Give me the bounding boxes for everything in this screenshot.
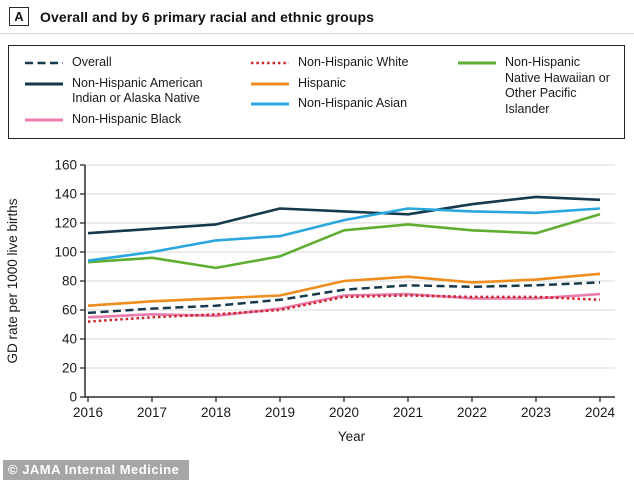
legend-label: Non-Hispanic Native Hawaiian or Other Pa… bbox=[505, 55, 610, 116]
legend-label: Non-Hispanic American Indian or Alaska N… bbox=[72, 75, 203, 106]
legend-swatch-nh-native-hawaiian-pacific-islander bbox=[458, 61, 496, 65]
legend-item-nh-asian: Non-Hispanic Asian bbox=[249, 96, 449, 112]
legend-swatch-nh-asian bbox=[251, 102, 289, 106]
x-tick-label: 2019 bbox=[265, 405, 295, 420]
series-line-non-hispanic-asian bbox=[87, 207, 601, 262]
chart-area: 0 20 40 60 80 100 120 140 160 2016 2017 2018 2019 202… bbox=[0, 145, 634, 462]
legend-item-nh-american-indian-alaska-native: Non-Hispanic American Indian or Alaska N… bbox=[23, 76, 238, 107]
series-line-non-hispanic-white bbox=[87, 294, 601, 323]
legend-label: Non-Hispanic Asian bbox=[298, 96, 408, 110]
legend-label: Non-Hispanic White bbox=[298, 55, 409, 69]
x-tick-label: 2017 bbox=[137, 405, 167, 420]
legend-item-hispanic: Hispanic bbox=[249, 76, 449, 92]
x-tick-label: 2023 bbox=[521, 405, 551, 420]
legend-swatch-nh-black bbox=[25, 118, 63, 121]
legend-label: Non-Hispanic Black bbox=[72, 111, 182, 126]
x-tick-label: 2020 bbox=[329, 405, 359, 420]
x-tick-label: 2018 bbox=[201, 405, 231, 420]
legend-column-1: Overall Non-Hispanic American Indian or … bbox=[23, 55, 238, 132]
legend-column-3: Non-Hispanic Native Hawaiian or Other Pa… bbox=[456, 55, 621, 122]
y-tick-label: 160 bbox=[54, 158, 77, 173]
legend-swatch-hispanic bbox=[251, 82, 289, 85]
series-line-hispanic bbox=[87, 272, 601, 307]
legend-swatch-nh-white bbox=[251, 61, 289, 65]
page-title: Overall and by 6 primary racial and ethn… bbox=[40, 8, 375, 25]
legend-item-nh-black: Non-Hispanic Black bbox=[23, 112, 238, 128]
legend-column-2: Non-Hispanic White Hispanic Non-Hispanic… bbox=[249, 55, 449, 117]
panel-label: A bbox=[9, 7, 29, 26]
y-tick-label: 100 bbox=[54, 245, 77, 260]
x-tick-label: 2022 bbox=[457, 405, 487, 420]
y-tick-label: 120 bbox=[54, 216, 77, 231]
x-tick-label: 2016 bbox=[73, 405, 103, 420]
divider bbox=[0, 33, 634, 34]
y-tick-label: 0 bbox=[69, 390, 77, 405]
y-tick-label: 140 bbox=[54, 187, 77, 202]
legend: Overall Non-Hispanic American Indian or … bbox=[8, 45, 625, 139]
series-line-non-hispanic-black bbox=[87, 292, 601, 319]
legend-label: Hispanic bbox=[298, 75, 346, 90]
watermark: © JAMA Internal Medicine bbox=[3, 460, 190, 480]
y-axis-label: GD rate per 1000 live births bbox=[5, 198, 20, 363]
legend-item-nh-white: Non-Hispanic White bbox=[249, 55, 449, 71]
line-chart: 0 20 40 60 80 100 120 140 160 2016 2017 2018 2019 202… bbox=[5, 158, 616, 445]
x-tick-label: 2021 bbox=[393, 405, 423, 420]
legend-item-overall: Overall bbox=[23, 55, 238, 71]
legend-label: Overall bbox=[72, 55, 112, 69]
legend-item-nh-native-hawaiian-pacific-islander: Non-Hispanic Native Hawaiian or Other Pa… bbox=[456, 55, 621, 117]
legend-swatch-overall bbox=[25, 61, 63, 65]
y-tick-label: 80 bbox=[62, 274, 77, 289]
y-tick-label: 20 bbox=[62, 361, 77, 376]
series-line-overall bbox=[87, 281, 601, 315]
legend-swatch-nh-american-indian-alaska-native bbox=[25, 82, 63, 85]
y-tick-label: 40 bbox=[62, 332, 77, 347]
x-axis-label: Year bbox=[338, 429, 366, 444]
series-line-non-hispanic-native-hawaiian-or-other-pacific-islander bbox=[87, 213, 601, 270]
x-tick-label: 2024 bbox=[585, 405, 616, 420]
header: A Overall and by 6 primary racial and et… bbox=[9, 7, 625, 26]
y-tick-label: 60 bbox=[62, 303, 77, 318]
series-line-non-hispanic-american-indian-or-alaska-native bbox=[87, 195, 601, 235]
